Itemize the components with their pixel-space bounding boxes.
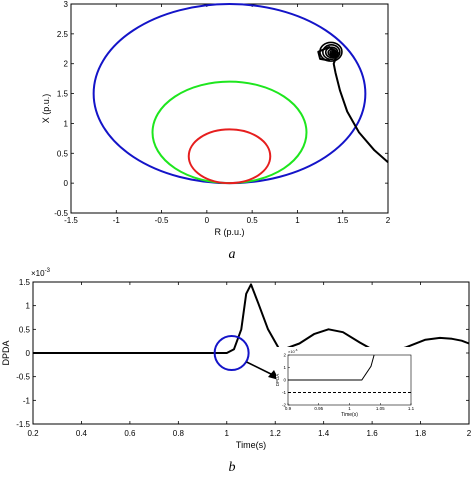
inset-y-tick-label: 2: [283, 353, 286, 358]
impedance-trajectory: [317, 46, 389, 163]
x-tick-label: 1.2: [270, 429, 282, 438]
y-tick-label: 0: [64, 179, 69, 188]
dpda-series-line: [33, 283, 470, 354]
x-tick-label: 1.4: [318, 429, 330, 438]
inset-exponent-power: -6: [295, 348, 298, 352]
chart-a-caption: a: [229, 247, 236, 262]
inset-x-tick-label: 1.1: [408, 406, 415, 411]
chart-a-x-axis-label: R (p.u.): [214, 227, 244, 237]
x-tick-label: 0.4: [76, 429, 88, 438]
y-tick-label: 0.5: [57, 149, 69, 158]
chart-b-exponent-power: -3: [45, 268, 51, 274]
inset-x-tick-label: 1: [348, 406, 351, 411]
x-tick-label: 2: [467, 429, 472, 438]
chart-b-exponent-label: ×10-3: [31, 268, 51, 278]
y-tick-label: 0: [26, 349, 31, 358]
chart-b-y-axis-label: DPDA: [1, 340, 11, 365]
y-tick-label: 1.5: [57, 90, 69, 99]
y-tick-label: 2: [64, 60, 69, 69]
x-tick-label: -1: [113, 216, 121, 225]
chart-a-frame: [70, 3, 389, 214]
impedance-circle-1: [92, 3, 367, 185]
y-tick-label: -1.5: [16, 420, 30, 429]
y-tick-label: -0.5: [54, 209, 68, 218]
x-tick-label: 0.5: [247, 216, 259, 225]
inset-ticks: 0.9 0.95 1 1.05 1.1 -2 -1 0 1 2: [282, 353, 415, 412]
chart-b-ticks: 0.2 0.4 0.6 0.8 1 1.2 1.4 1.6 1.8 2 -1.5 -1 -0.5 0 0.5…: [16, 278, 472, 438]
x-tick-label: 1.8: [415, 429, 427, 438]
x-tick-label: 0.2: [27, 429, 39, 438]
inset-exponent-base: ×10: [288, 349, 296, 354]
y-tick-label: 1: [64, 119, 69, 128]
inset-x-tick-label: 0.9: [285, 406, 292, 411]
inset-y-axis-label: DPDA: [275, 374, 280, 387]
zoom-arrow-shaft: [246, 361, 276, 377]
x-tick-label: 1.5: [337, 216, 349, 225]
x-tick-label: 1: [225, 429, 230, 438]
inset-y-tick-label: -1: [282, 390, 286, 395]
y-tick-label: 2.5: [57, 30, 69, 39]
inset-exponent-label: ×10-6: [288, 348, 298, 354]
chart-a: -1.5 -1 -0.5 0 0.5 1 1.5 2 -0.5 0 0.5 1 1.5 2 2.5 3 R (…: [41, 0, 391, 262]
inset-x-tick-label: 1.05: [376, 406, 385, 411]
x-tick-label: 1.6: [367, 429, 379, 438]
trajectory-spiral-loop: [322, 44, 341, 61]
y-tick-label: 3: [64, 0, 69, 9]
inset-x-axis-label: Time(s): [341, 412, 358, 418]
y-tick-label: 1.5: [19, 278, 31, 287]
inset-y-tick-label: 0: [283, 378, 286, 383]
inset-plot-area: [288, 354, 411, 393]
y-tick-label: 1: [26, 302, 31, 311]
trajectory-spiral-loop: [319, 41, 343, 62]
inset-x-tick-label: 0.95: [314, 406, 323, 411]
impedance-circle-2: [151, 80, 308, 185]
chart-b-exponent-base: ×10: [31, 269, 45, 278]
chart-b-x-axis-label: Time(s): [236, 440, 266, 450]
trajectory-end-point: [329, 51, 337, 59]
impedance-circle-3: [187, 128, 272, 185]
x-tick-label: 0.8: [173, 429, 185, 438]
highlight-circle: [213, 335, 250, 371]
inset-background: [276, 347, 417, 419]
x-tick-label: -1.5: [64, 216, 78, 225]
chart-a-plot-area: [92, 3, 389, 185]
y-tick-label: 0.5: [19, 325, 31, 334]
chart-a-y-axis-label: X (p.u.): [41, 94, 51, 124]
inset-y-tick-label: -2: [282, 403, 286, 408]
x-tick-label: -0.5: [155, 216, 169, 225]
inset-y-tick-label: 1: [283, 365, 286, 370]
x-tick-label: 0: [205, 216, 210, 225]
y-tick-label: -0.5: [16, 373, 30, 382]
chart-b-caption: b: [229, 460, 236, 475]
chart-b-inset: 0.9 0.95 1 1.05 1.1 -2 -1 0 1 2 ×10-6 Time(s) DPD…: [275, 347, 417, 419]
chart-a-ticks: -1.5 -1 -0.5 0 0.5 1 1.5 2 -0.5 0 0.5 1 1.5 2 2.5 3: [54, 0, 391, 225]
inset-series-line: [288, 354, 375, 381]
chart-b: 0.2 0.4 0.6 0.8 1 1.2 1.4 1.6 1.8 2 -1.5 -1 -0.5 0 0.5…: [1, 268, 472, 475]
y-tick-label: -1: [23, 396, 31, 405]
x-tick-label: 2: [386, 216, 391, 225]
x-tick-label: 1: [295, 216, 300, 225]
x-tick-label: 0.6: [124, 429, 136, 438]
